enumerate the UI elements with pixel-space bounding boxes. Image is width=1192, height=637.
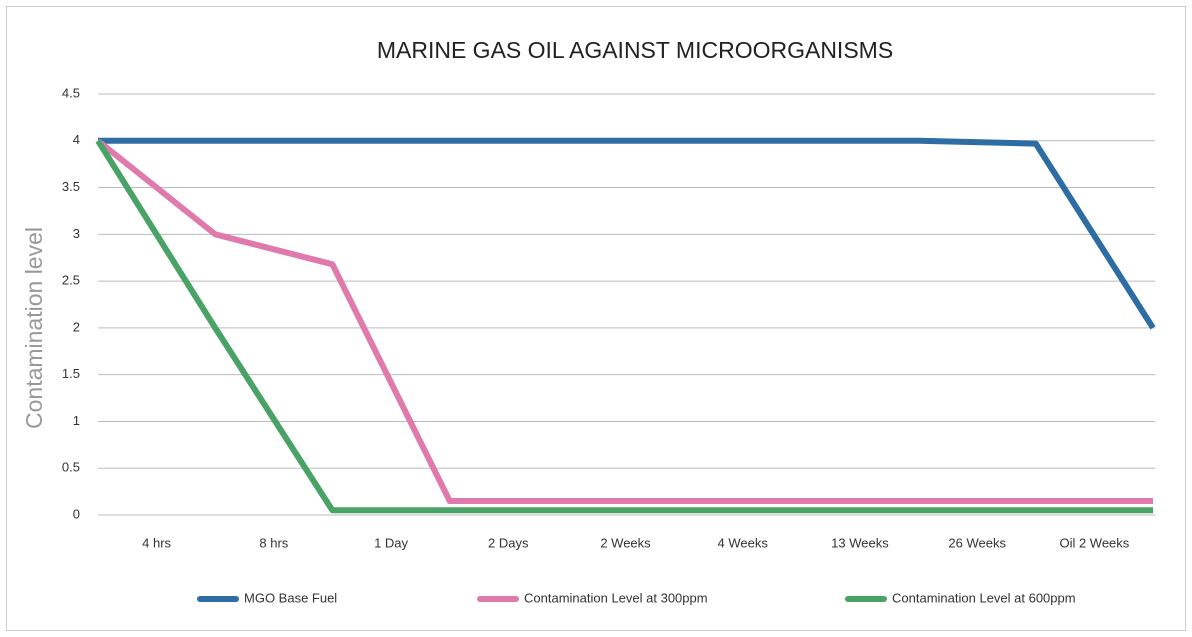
y-tick-label: 4 bbox=[73, 132, 80, 147]
x-tick-label: 1 Day bbox=[374, 535, 408, 550]
x-tick-label: 4 Weeks bbox=[718, 535, 769, 550]
x-tick-label: 26 Weeks bbox=[948, 535, 1006, 550]
x-tick-label: 2 Weeks bbox=[600, 535, 651, 550]
y-tick-label: 1 bbox=[73, 413, 80, 428]
y-tick-label: 2.5 bbox=[62, 273, 80, 288]
x-tick-label: 2 Days bbox=[488, 535, 529, 550]
y-tick-label: 0.5 bbox=[62, 460, 80, 475]
y-tick-label: 3.5 bbox=[62, 179, 80, 194]
series-line bbox=[95, 139, 1153, 514]
legend-label: Contamination Level at 600ppm bbox=[892, 590, 1076, 605]
chart-border bbox=[6, 6, 1186, 631]
chart-title: MARINE GAS OIL AGAINST MICROORGANISMS bbox=[377, 37, 893, 63]
x-tick-label: 8 hrs bbox=[259, 535, 288, 550]
legend-label: MGO Base Fuel bbox=[244, 590, 337, 605]
y-tick-label: 2 bbox=[73, 319, 80, 334]
y-tick-label: 4.5 bbox=[62, 85, 80, 100]
x-tick-label: 13 Weeks bbox=[831, 535, 889, 550]
y-tick-label: 0 bbox=[73, 506, 80, 521]
y-tick-label: 3 bbox=[73, 226, 80, 241]
legend-label: Contamination Level at 300ppm bbox=[524, 590, 708, 605]
series-line bbox=[98, 137, 1156, 330]
series-line bbox=[96, 138, 1153, 504]
y-axis-label: Contamination level bbox=[21, 227, 47, 429]
y-tick-label: 1.5 bbox=[62, 366, 80, 381]
x-tick-label: 4 hrs bbox=[142, 535, 171, 550]
x-tick-label: Oil 2 Weeks bbox=[1059, 535, 1129, 550]
